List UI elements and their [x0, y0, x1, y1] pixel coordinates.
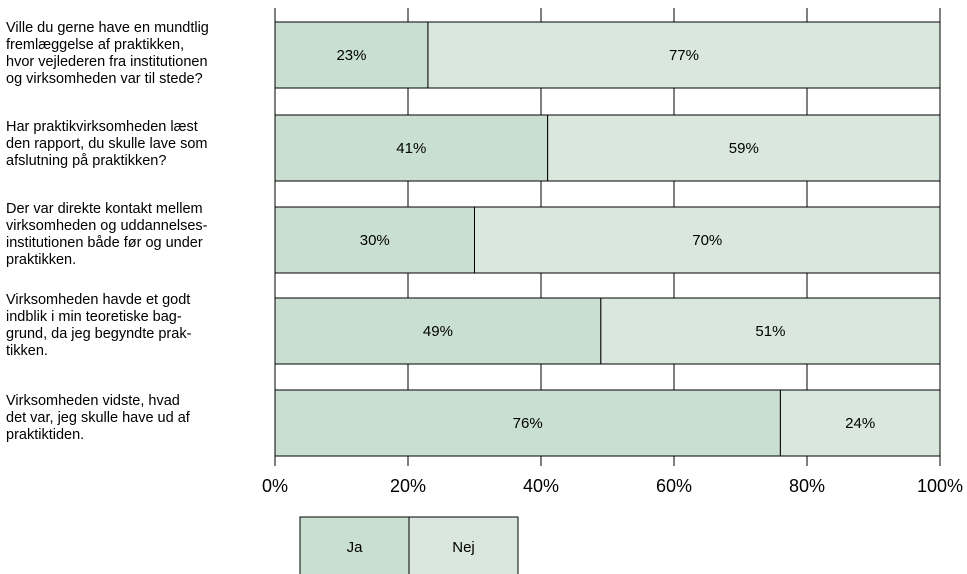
x-tick-label: 0%	[262, 476, 288, 496]
bar-nej	[600, 297, 941, 365]
category-label: Virksomheden havde et godt indblik i min …	[6, 292, 192, 359]
x-tick-label: 60%	[656, 476, 692, 496]
category-label: Virksomheden vidste, hvad det var, jeg sk…	[6, 393, 191, 443]
x-axis: 0% 20% 40% 60% 80% 100%	[262, 455, 963, 496]
legend-label: Ja	[347, 539, 364, 556]
bar-ja	[274, 21, 429, 89]
category-label: Der var direkte kontakt mellem virksomhed…	[6, 201, 208, 268]
data-label: 49%	[423, 323, 453, 340]
bar-ja	[274, 114, 549, 182]
data-label: 59%	[729, 140, 759, 157]
data-label: 70%	[692, 232, 722, 249]
legend-swatch-ja	[299, 516, 410, 574]
bar-nej	[427, 21, 941, 89]
x-tick-label: 40%	[523, 476, 559, 496]
data-label: 23%	[336, 47, 366, 64]
bar-nej	[474, 206, 941, 274]
data-label: 41%	[396, 140, 426, 157]
category-label: Ville du gerne have en mundtlig fremlægge…	[6, 20, 209, 87]
data-label: 30%	[360, 232, 390, 249]
bar-ja	[274, 206, 475, 274]
category-label: Har praktikvirksomheden læst den rapport,…	[6, 119, 208, 169]
bars: 23% 77% 41% 59% 30% 70% 49% 51% 76% 24%	[274, 21, 941, 457]
legend-swatch-nej	[408, 516, 519, 574]
bar-ja	[274, 297, 602, 365]
x-tick-label: 20%	[390, 476, 426, 496]
data-label: 24%	[845, 415, 875, 432]
bar-nej	[779, 389, 941, 457]
x-tick-label: 100%	[917, 476, 963, 496]
category-labels: Ville du gerne have en mundtlig fremlægge…	[6, 20, 209, 443]
bar-nej	[547, 114, 941, 182]
data-label: 51%	[755, 323, 785, 340]
legend-label: Nej	[452, 539, 475, 556]
legend: Ja Nej	[299, 516, 519, 574]
data-label: 76%	[513, 415, 543, 432]
x-tick-label: 80%	[789, 476, 825, 496]
data-label: 77%	[669, 47, 699, 64]
